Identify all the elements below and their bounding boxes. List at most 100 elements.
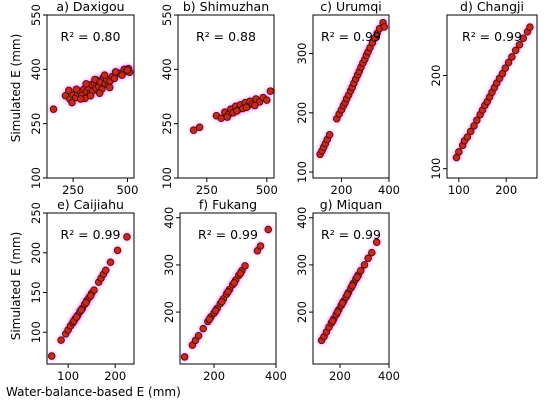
y-tick-label: 550 bbox=[29, 4, 43, 26]
data-point bbox=[76, 95, 85, 103]
y-tick-label: 400 bbox=[295, 207, 309, 229]
data-point bbox=[123, 233, 131, 241]
data-point bbox=[473, 116, 481, 125]
x-tick-label: 400 bbox=[378, 183, 400, 197]
data-point bbox=[236, 269, 245, 278]
data-point bbox=[64, 86, 73, 95]
y-tick-label: 200 bbox=[429, 65, 443, 87]
data-point bbox=[511, 46, 520, 55]
data-point bbox=[195, 123, 204, 132]
data-point bbox=[338, 299, 347, 307]
x-tick-label: 500 bbox=[256, 183, 278, 197]
r-squared-fukang: R² = 0.99 bbox=[198, 227, 258, 242]
panel-title-urumqi: c) Urumqi bbox=[320, 0, 382, 14]
data-point bbox=[95, 89, 104, 97]
y-tick-label: 150 bbox=[29, 281, 43, 303]
panel-urumqi: 200 400 100 200 300 c) Urumqi R² = 0.99 bbox=[295, 0, 400, 197]
data-point bbox=[526, 23, 534, 31]
x-tick-label: 200 bbox=[329, 369, 351, 383]
data-point bbox=[463, 133, 472, 141]
data-point bbox=[106, 258, 115, 267]
data-point bbox=[113, 246, 122, 255]
data-point bbox=[233, 107, 241, 115]
data-point bbox=[68, 98, 76, 107]
points-daxigou bbox=[48, 64, 135, 114]
data-point bbox=[105, 83, 114, 92]
y-tick-label: 400 bbox=[160, 58, 174, 80]
data-point bbox=[72, 85, 81, 94]
y-tick-label: 250 bbox=[160, 113, 174, 135]
r-squared-changji: R² = 0.99 bbox=[462, 29, 522, 44]
data-point bbox=[455, 148, 463, 156]
points-caijiahu bbox=[47, 232, 132, 361]
data-point bbox=[111, 68, 120, 76]
y-tick-label: 100 bbox=[295, 161, 309, 183]
y-tick-label: 400 bbox=[162, 207, 176, 229]
y-tick-label: 300 bbox=[295, 254, 309, 276]
axes-frame-urumqi bbox=[312, 14, 390, 179]
data-point bbox=[72, 313, 81, 321]
data-point bbox=[266, 87, 275, 95]
points-urumqi bbox=[315, 18, 389, 159]
data-point bbox=[211, 306, 220, 315]
panel-miquan: 200 400 200 300 400 g) Miquan R² = 0.99 bbox=[295, 197, 400, 383]
data-point bbox=[90, 286, 98, 294]
data-point bbox=[223, 113, 231, 121]
points-changji bbox=[451, 22, 535, 163]
y-tick-label: 200 bbox=[295, 102, 309, 124]
data-point bbox=[360, 261, 369, 269]
data-point bbox=[242, 103, 251, 112]
points-fukang bbox=[180, 224, 273, 362]
panel-changji: 100 200 100 200 d) Changji R² = 0.99 bbox=[429, 0, 538, 197]
panel-title-fukang: f) Fukang bbox=[199, 197, 257, 212]
y-tick-label: 100 bbox=[429, 158, 443, 180]
y-tick-label: 200 bbox=[162, 301, 176, 323]
y-tick-label: 100 bbox=[29, 321, 43, 343]
points-miquan bbox=[316, 237, 382, 346]
data-point bbox=[199, 324, 207, 333]
r-squared-urumqi: R² = 0.99 bbox=[321, 29, 381, 44]
r-squared-miquan: R² = 0.99 bbox=[321, 227, 381, 242]
data-point bbox=[515, 41, 524, 49]
x-tick-label: 100 bbox=[57, 369, 79, 383]
r-squared-caijiahu: R² = 0.99 bbox=[61, 227, 121, 242]
data-point bbox=[102, 266, 110, 274]
data-point bbox=[82, 299, 90, 307]
panel-title-daxigou: a) Daxigou bbox=[56, 0, 124, 14]
y-tick-label: 200 bbox=[295, 301, 309, 323]
x-tick-label: 400 bbox=[265, 369, 287, 383]
data-point bbox=[224, 288, 232, 296]
data-point bbox=[325, 130, 334, 139]
data-point bbox=[86, 291, 95, 300]
data-point bbox=[251, 101, 259, 110]
y-tick-label: 550 bbox=[160, 4, 174, 26]
axes-frame-daxigou bbox=[46, 14, 135, 179]
data-point bbox=[205, 315, 214, 323]
data-point bbox=[217, 114, 225, 122]
data-point bbox=[357, 266, 365, 275]
panel-shimuzhan: 250 500 100 250 400 550 b) Shimuzhan R² = 0.88 bbox=[160, 0, 278, 197]
data-point bbox=[328, 317, 337, 325]
data-point bbox=[368, 248, 376, 257]
data-point bbox=[57, 336, 65, 344]
axes-frame-caijiahu bbox=[46, 212, 135, 365]
axes-frame-miquan bbox=[312, 212, 390, 365]
data-point bbox=[501, 64, 510, 72]
y-tick-label: 300 bbox=[162, 254, 176, 276]
data-point bbox=[47, 352, 56, 360]
data-point bbox=[364, 254, 372, 263]
data-point bbox=[189, 126, 198, 134]
data-point bbox=[264, 225, 273, 234]
x-tick-label: 500 bbox=[116, 183, 138, 197]
data-point bbox=[333, 308, 342, 316]
data-point bbox=[241, 262, 249, 270]
y-tick-label: 250 bbox=[29, 202, 43, 224]
data-point bbox=[343, 290, 352, 299]
y-tick-label: 100 bbox=[160, 167, 174, 189]
panel-title-caijiahu: e) Caijiahu bbox=[57, 197, 124, 212]
data-point bbox=[230, 279, 238, 287]
x-tick-label: 100 bbox=[448, 183, 470, 197]
x-tick-label: 200 bbox=[495, 183, 517, 197]
